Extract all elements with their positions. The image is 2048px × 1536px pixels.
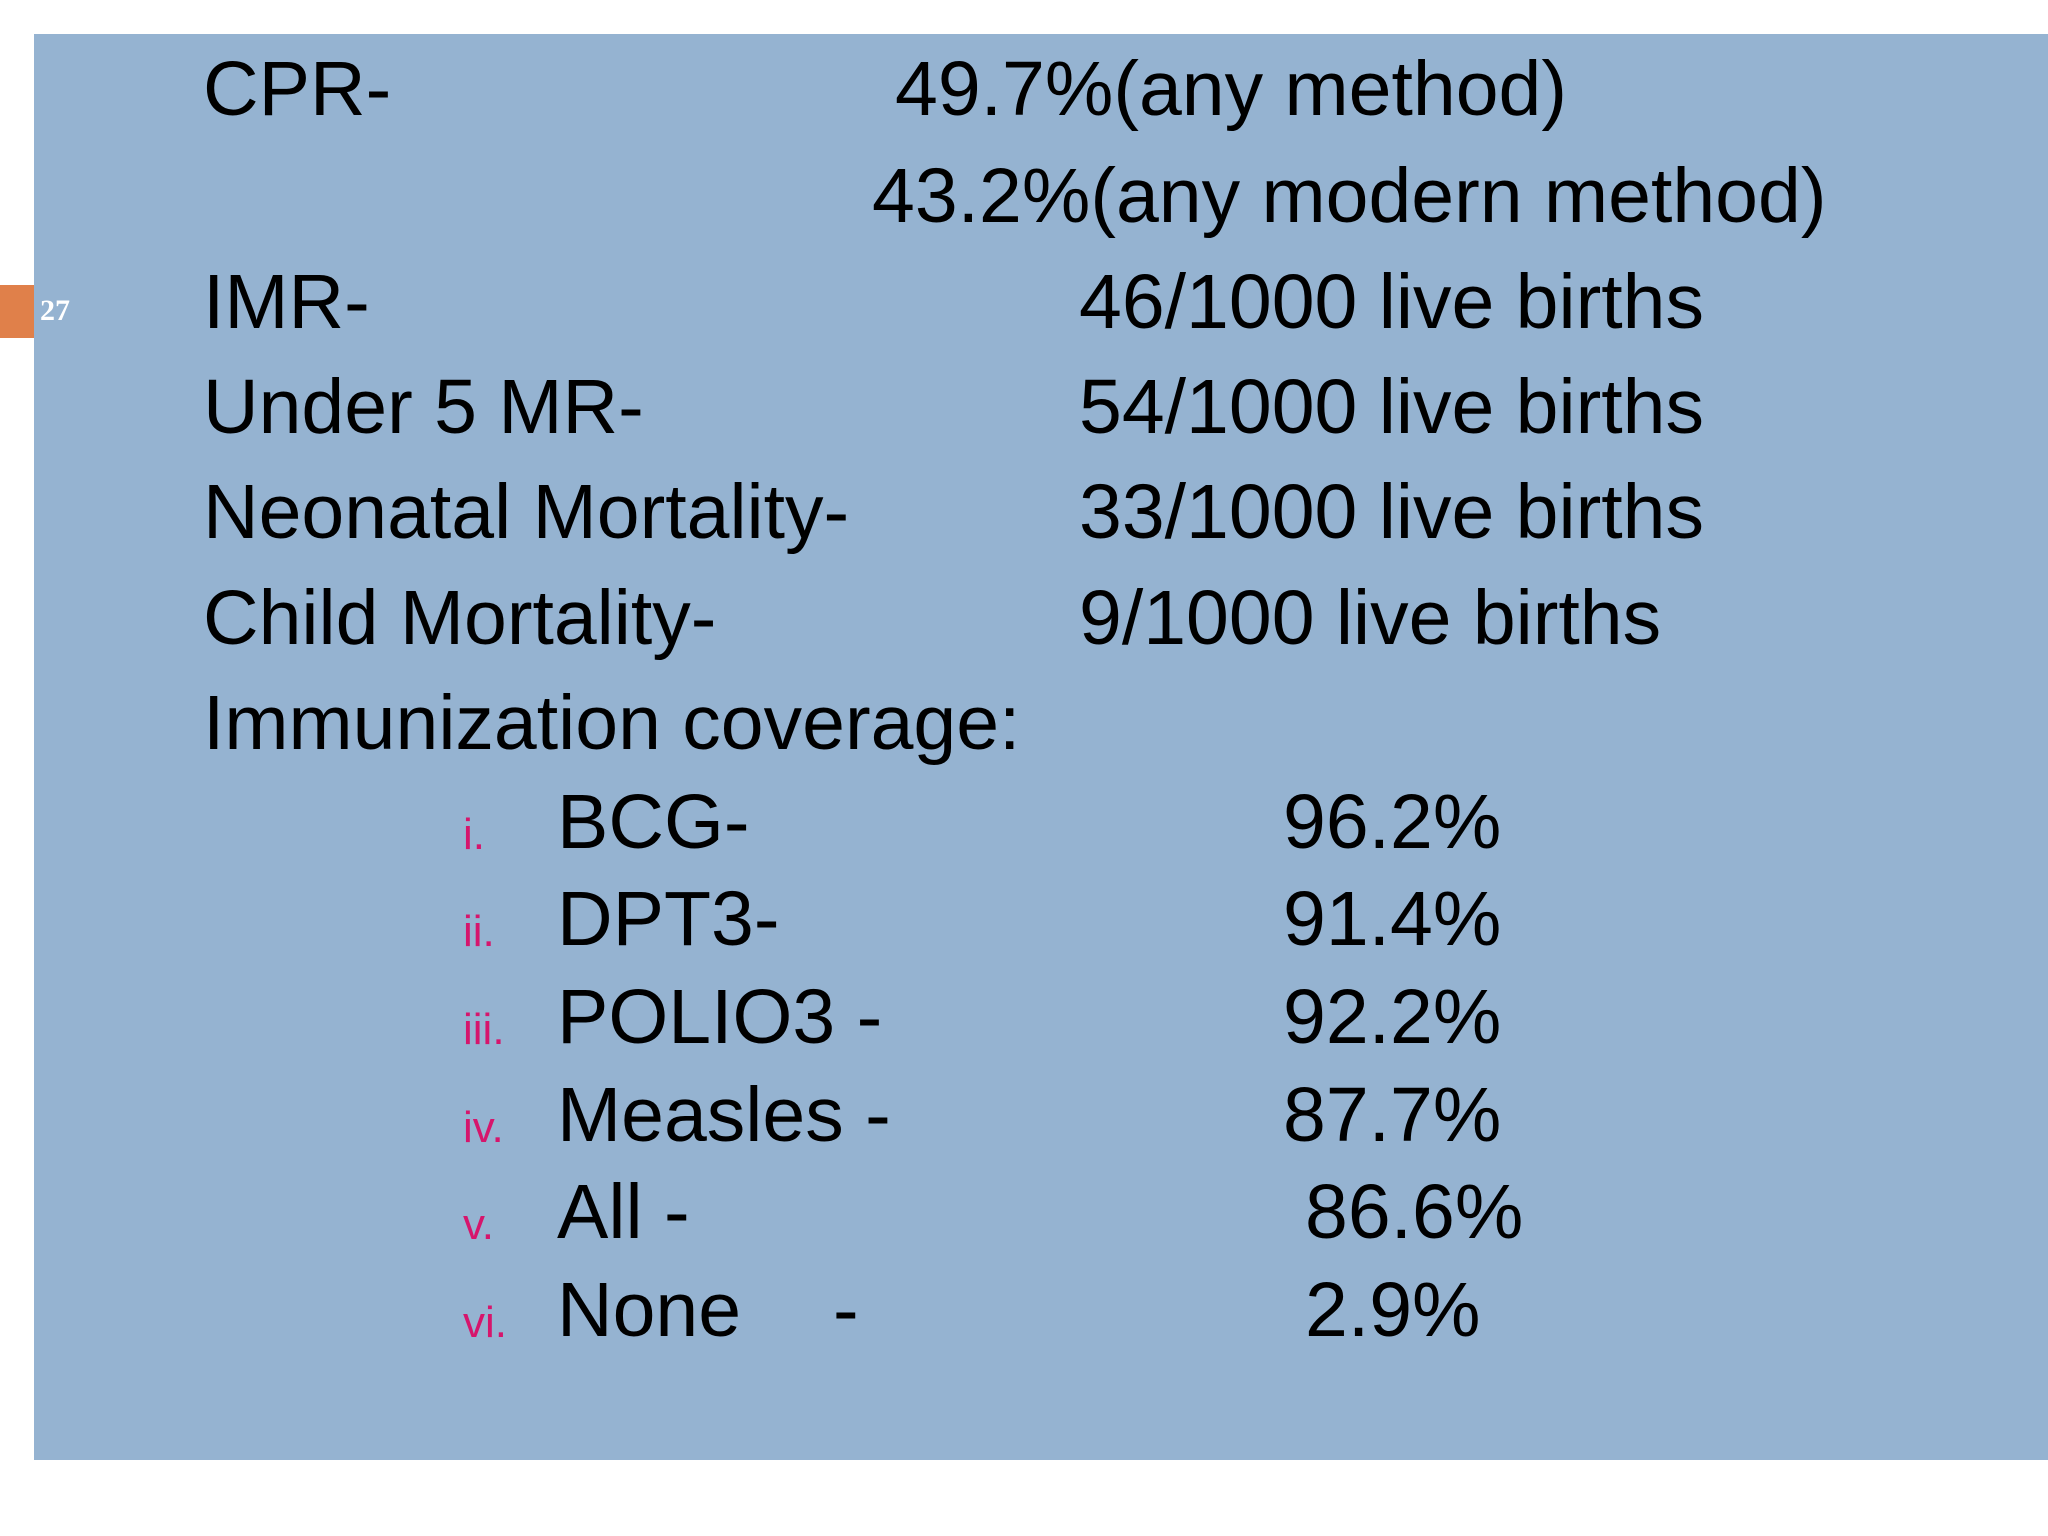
list-numeral: i. [463,810,485,859]
list-numeral: ii. [463,907,495,956]
immunization-label-polio3: POLIO3 - [557,974,883,1060]
list-numeral: v. [463,1200,494,1249]
immunization-label-dpt3: DPT3- [557,876,780,962]
immunization-label-measles: Measles - [557,1072,891,1158]
immunization-dash-none: - [833,1267,859,1353]
immunization-value-polio3: 92.2% [1283,974,1502,1060]
immunization-value-measles: 87.7% [1283,1072,1502,1158]
slide-background [34,34,2048,1460]
stat-label-neonatal: Neonatal Mortality- [203,469,850,555]
slide-number-tab [0,285,34,338]
stat-value-cpr-any: 49.7%(any method) [895,46,1567,132]
list-numeral: vi. [463,1298,507,1347]
list-numeral: iii. [463,1005,505,1054]
stat-value-cpr-modern: 43.2%(any modern method) [872,153,1827,239]
immunization-label-bcg: BCG- [557,779,750,865]
immunization-value-dpt3: 91.4% [1283,876,1502,962]
stat-value-child: 9/1000 live births [1079,575,1662,661]
immunization-heading: Immunization coverage: [203,680,1021,766]
stat-label-child: Child Mortality- [203,575,717,661]
immunization-label-all: All - [557,1169,690,1255]
immunization-label-none: None [557,1267,742,1353]
immunization-value-bcg: 96.2% [1283,779,1502,865]
stat-label-cpr: CPR- [203,46,392,132]
stat-label-imr: IMR- [203,259,370,345]
immunization-value-all: 86.6% [1305,1169,1524,1255]
immunization-value-none: 2.9% [1305,1267,1481,1353]
stat-label-under5: Under 5 MR- [203,364,644,450]
stat-value-under5: 54/1000 live births [1079,364,1704,450]
list-numeral: iv. [463,1103,504,1152]
stat-value-imr: 46/1000 live births [1079,259,1704,345]
slide-number: 27 [40,294,70,327]
stat-value-neonatal: 33/1000 live births [1079,469,1704,555]
